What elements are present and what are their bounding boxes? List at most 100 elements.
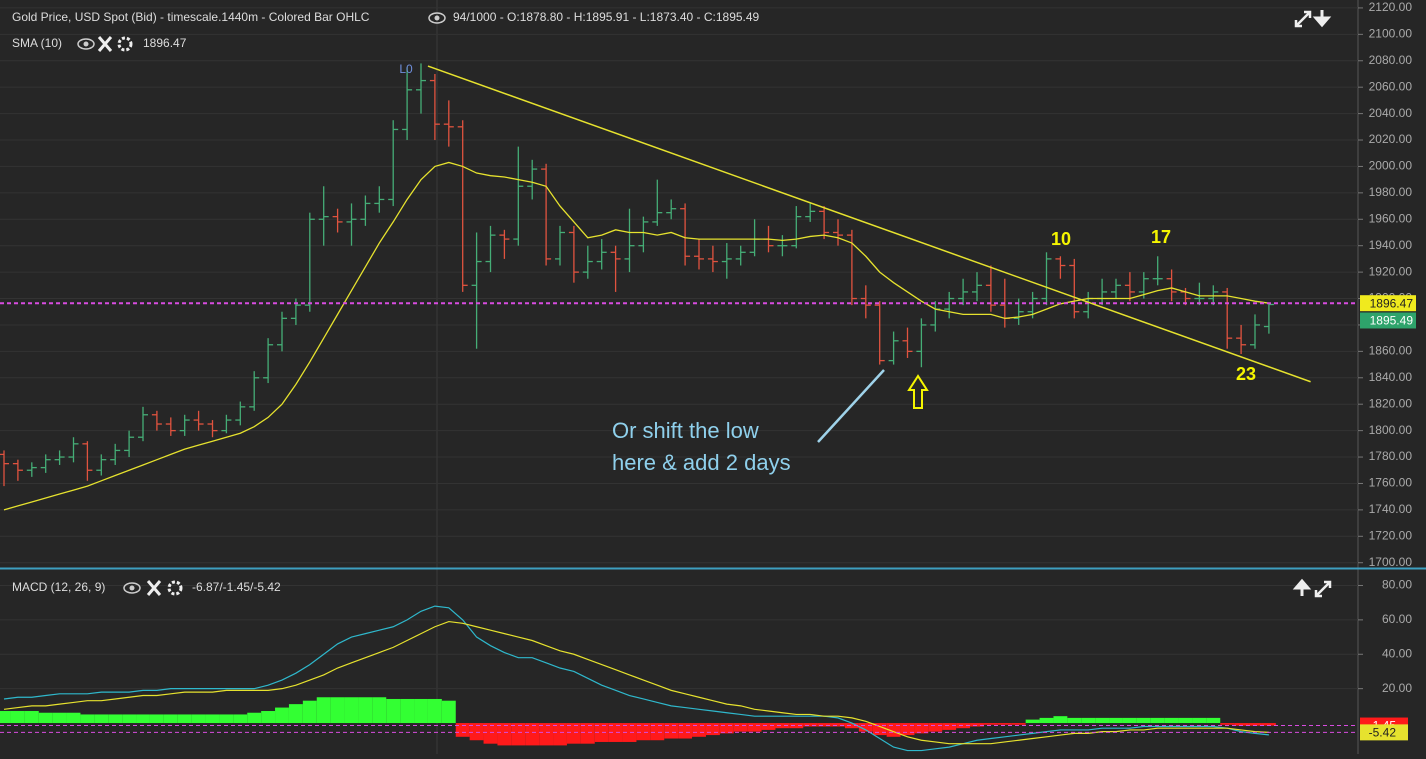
- histogram-bar: [10, 711, 25, 724]
- y-tick-label: 1820.00: [1369, 396, 1413, 410]
- annotation: L0: [399, 62, 413, 76]
- price-tag-label: 1895.49: [1370, 314, 1414, 328]
- histogram-bar: [622, 723, 637, 742]
- annotation-arrow: [907, 374, 929, 409]
- macd-values: -6.87/-1.45/-5.42: [192, 580, 281, 594]
- expand-icon[interactable]: [1314, 580, 1332, 598]
- histogram-bar: [719, 723, 734, 734]
- histogram-bar: [177, 714, 192, 724]
- down-icon[interactable]: [1312, 10, 1332, 28]
- histogram-bar: [803, 723, 818, 727]
- histogram-bar: [580, 723, 595, 744]
- histogram-bar: [650, 723, 665, 741]
- eye-icon[interactable]: [77, 38, 95, 50]
- histogram-bar: [386, 698, 401, 724]
- histogram-bar: [302, 700, 317, 724]
- histogram-bar: [497, 723, 512, 746]
- annotation: 10: [1051, 229, 1071, 249]
- histogram-bar: [525, 723, 540, 746]
- settings-icon[interactable]: [117, 36, 133, 52]
- histogram-bar: [441, 700, 456, 724]
- histogram-bar: [664, 723, 679, 739]
- y-tick-label: 20.00: [1382, 681, 1412, 695]
- remove-icon[interactable]: [97, 36, 113, 52]
- note: Or shift the low: [612, 418, 759, 443]
- histogram-bar: [372, 697, 387, 724]
- histogram-bar: [1025, 719, 1040, 724]
- histogram-bar: [997, 723, 1012, 725]
- histogram-bar: [163, 714, 178, 724]
- y-tick-label: 1940.00: [1369, 238, 1413, 252]
- histogram-bar: [1053, 716, 1068, 724]
- histogram-bar: [52, 712, 67, 724]
- histogram-bar: [1234, 723, 1249, 726]
- eye-icon[interactable]: [123, 582, 141, 594]
- histogram-bar: [149, 714, 164, 724]
- sma-tag: [1360, 295, 1416, 312]
- y-tick-label: 2020.00: [1369, 132, 1413, 146]
- value-tag: [1360, 724, 1408, 741]
- y-tick-label: 2040.00: [1369, 106, 1413, 120]
- histogram-bar: [1011, 723, 1026, 725]
- histogram-bar: [108, 714, 123, 724]
- chart-title: Gold Price, USD Spot (Bid) - timescale.1…: [12, 10, 370, 24]
- y-tick-label: 2080.00: [1369, 53, 1413, 67]
- y-tick-label: 1720.00: [1369, 528, 1413, 542]
- y-tick-label: 1920.00: [1369, 264, 1413, 278]
- y-tick-label: 1760.00: [1369, 476, 1413, 490]
- y-tick-label: 1800.00: [1369, 423, 1413, 437]
- histogram-bar: [539, 723, 554, 746]
- sma-value: 1896.47: [143, 36, 187, 50]
- annotation: 23: [1236, 364, 1256, 384]
- macd-label: MACD (12, 26, 9): [12, 580, 105, 594]
- histogram-bar: [288, 704, 303, 724]
- histogram-bar: [483, 723, 498, 744]
- histogram-bar: [1122, 717, 1137, 724]
- histogram-bar: [469, 723, 484, 741]
- histogram-bar: [1081, 717, 1096, 724]
- bar-info: 94/1000 - O:1878.80 - H:1895.91 - L:1873…: [453, 10, 760, 24]
- histogram-bar: [844, 723, 859, 729]
- histogram-bar: [233, 714, 248, 724]
- up-icon[interactable]: [1292, 578, 1312, 596]
- y-tick-label: 1780.00: [1369, 449, 1413, 463]
- histogram-bar: [553, 723, 567, 746]
- remove-icon[interactable]: [146, 580, 162, 596]
- histogram-bar: [0, 711, 11, 724]
- histogram-bar: [400, 698, 415, 724]
- histogram-bar: [678, 723, 693, 739]
- settings-icon[interactable]: [167, 580, 183, 596]
- histogram-bar: [414, 698, 428, 724]
- histogram-bar: [94, 714, 109, 724]
- histogram-bar: [358, 697, 373, 724]
- histogram-bar: [817, 723, 832, 727]
- macd-line: [3, 605, 1269, 752]
- histogram-bar: [1150, 717, 1165, 724]
- histogram-bar: [38, 712, 53, 724]
- histogram-bar: [1206, 717, 1221, 724]
- sma-label: SMA (10): [12, 36, 62, 50]
- histogram-bar: [136, 714, 150, 724]
- eye-icon[interactable]: [428, 12, 446, 24]
- annotation: 17: [1151, 227, 1171, 247]
- price-tag: [1360, 312, 1416, 329]
- histogram-bar: [261, 711, 276, 724]
- histogram-bar: [831, 723, 845, 727]
- y-tick-label: 2000.00: [1369, 159, 1413, 173]
- y-tick-label: 2120.00: [1369, 0, 1413, 14]
- histogram-bar: [970, 723, 984, 727]
- histogram-bar: [1109, 717, 1123, 724]
- histogram-bar: [122, 714, 137, 724]
- histogram-bar: [733, 723, 748, 732]
- sma-tag-label: 1896.47: [1370, 296, 1414, 310]
- histogram-bar: [761, 723, 776, 730]
- histogram-bar: [636, 723, 651, 741]
- expand-icon[interactable]: [1294, 10, 1312, 28]
- histogram-bar: [427, 698, 442, 724]
- histogram-bar: [316, 697, 331, 724]
- histogram-bar: [1261, 723, 1276, 726]
- histogram-bar: [1178, 717, 1193, 724]
- histogram-bar: [191, 714, 206, 724]
